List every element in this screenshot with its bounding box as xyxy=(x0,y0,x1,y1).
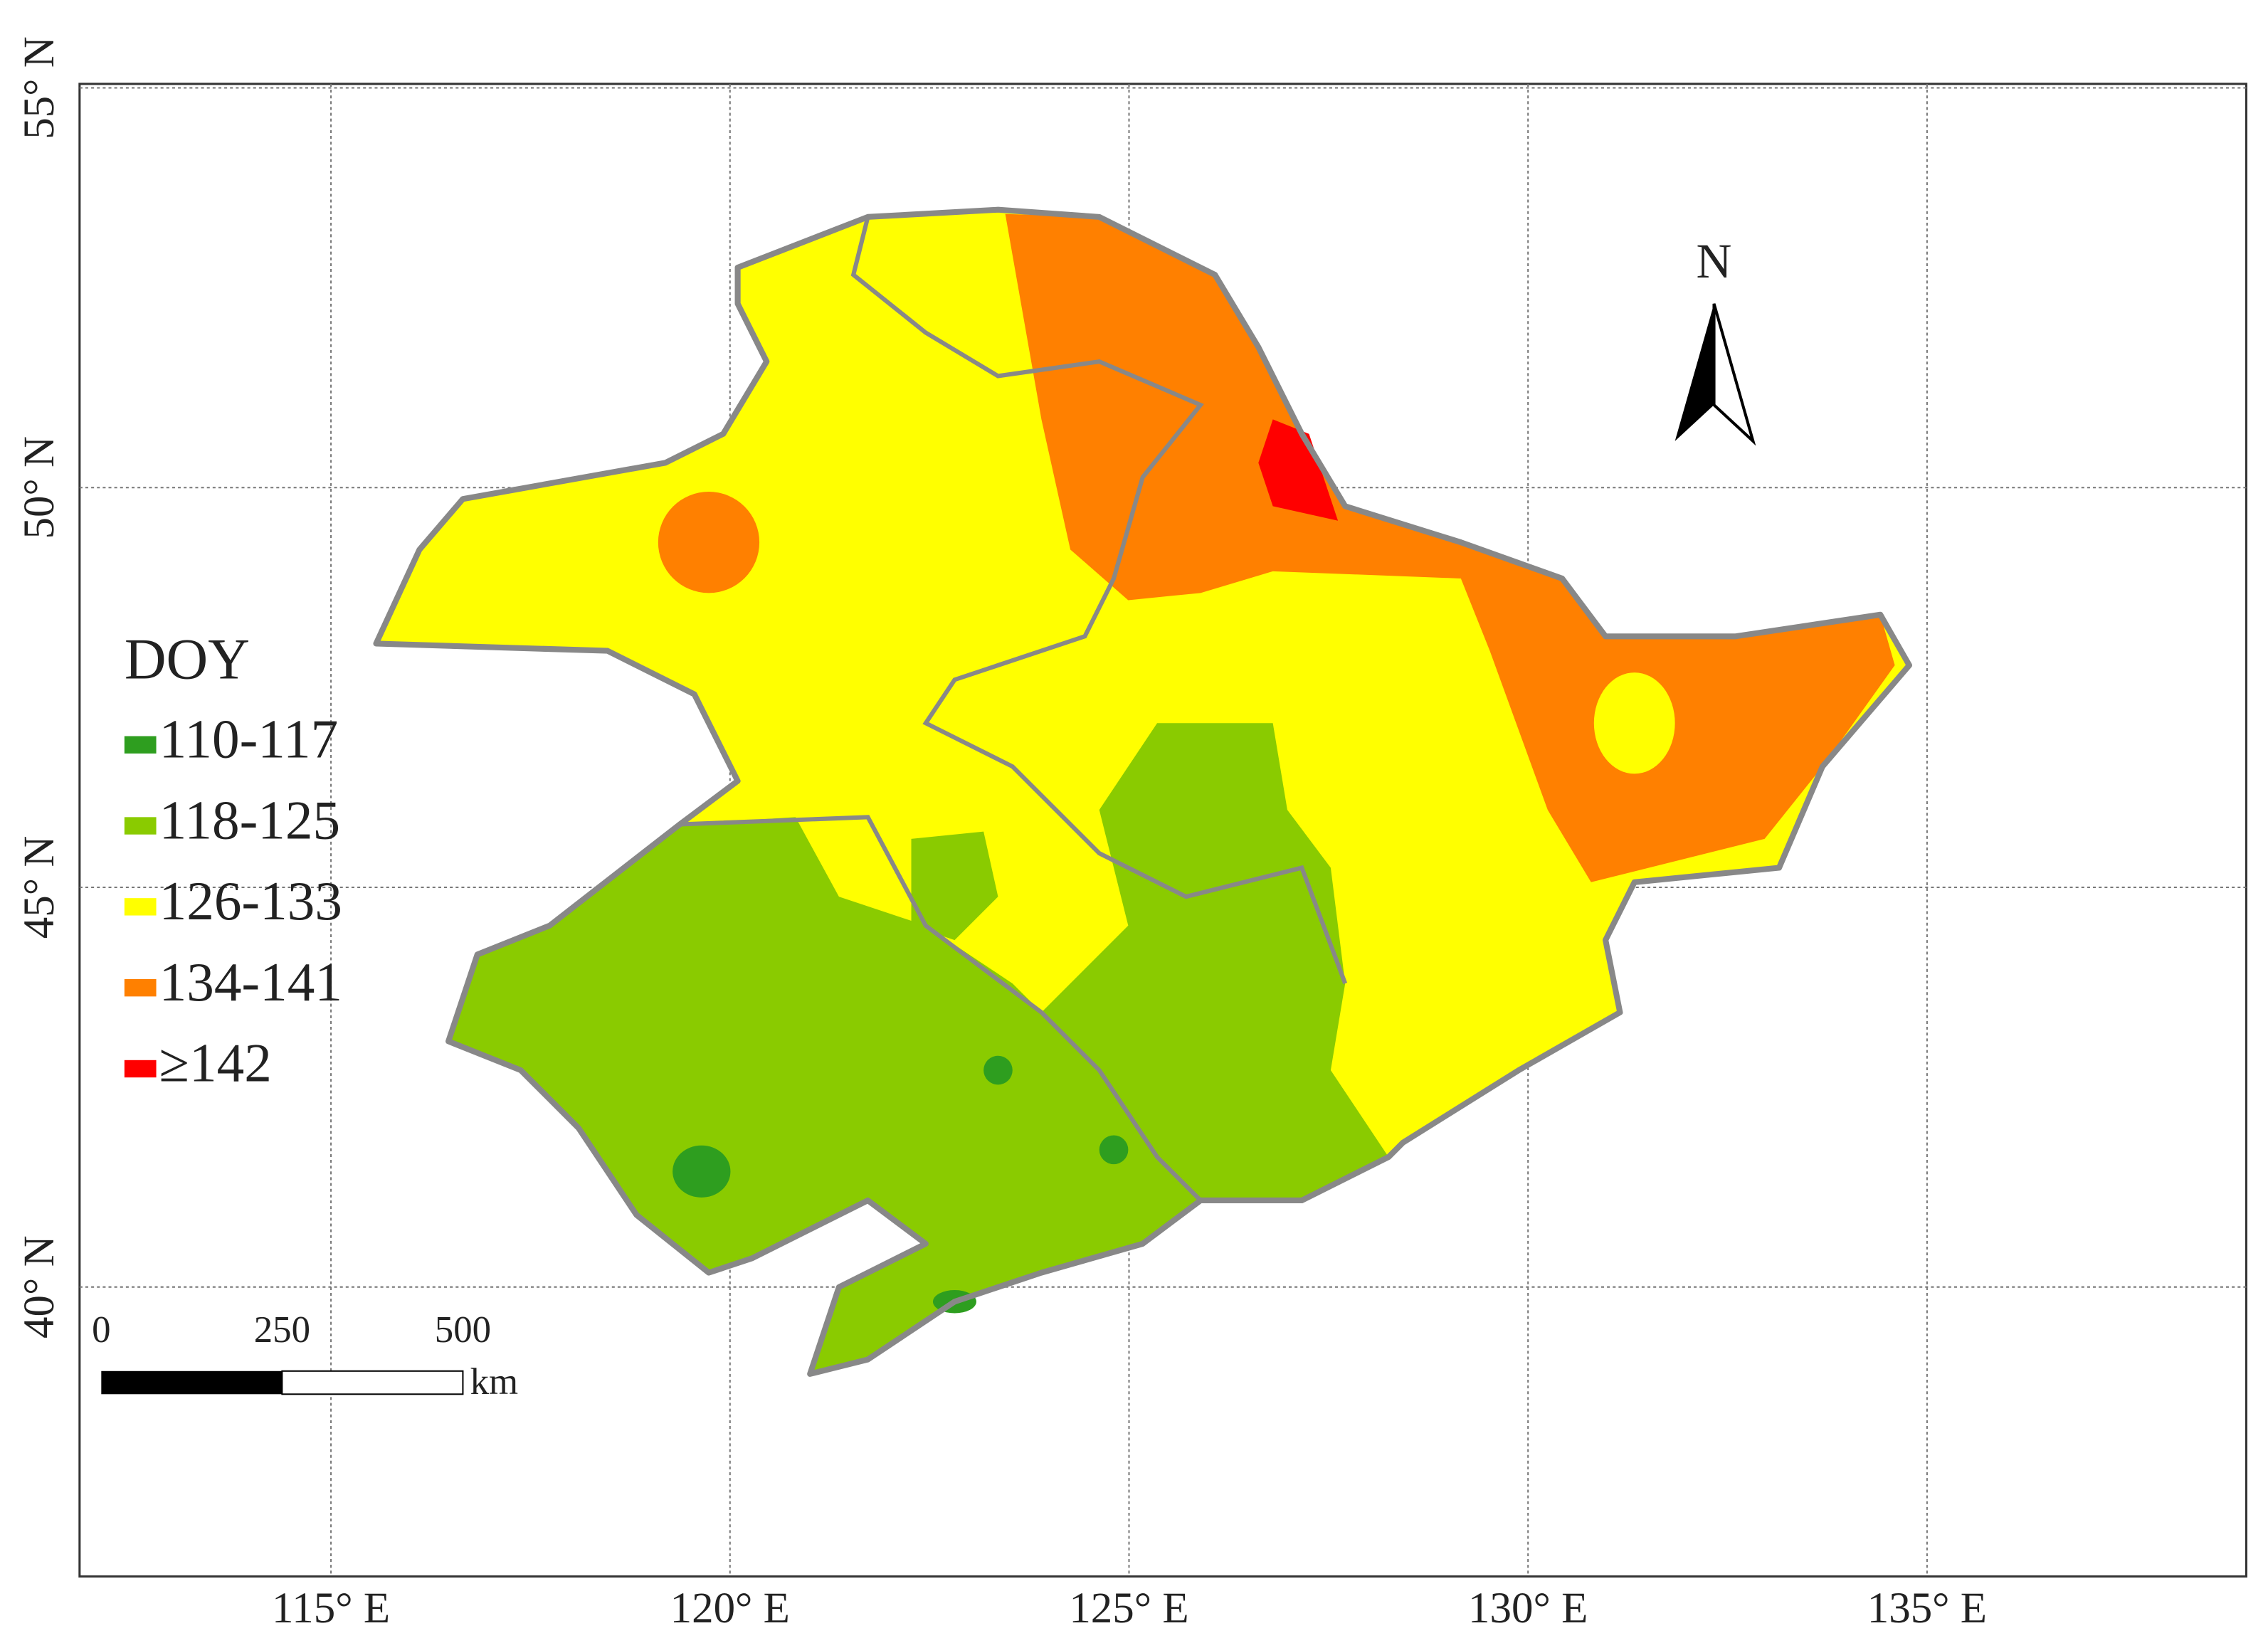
legend-swatch xyxy=(124,817,157,835)
region-142 xyxy=(1258,419,1339,521)
lat-tick-label: 50° N xyxy=(16,436,63,539)
legend-title: DOY xyxy=(125,628,250,692)
lon-tick-label: 125° E xyxy=(1069,1585,1188,1632)
legend-swatch xyxy=(124,978,157,997)
lon-tick-label: 115° E xyxy=(272,1585,390,1632)
scale-label: 0 xyxy=(92,1309,110,1351)
legend-label: 118-125 xyxy=(159,789,341,850)
lat-tick-label: 55° N xyxy=(16,36,63,139)
scale-unit: km xyxy=(470,1361,519,1403)
scale-bar-black xyxy=(101,1370,283,1395)
region-110-117 xyxy=(983,1055,1013,1085)
legend-label: 134-141 xyxy=(159,951,342,1013)
scale-bar-white xyxy=(281,1370,464,1395)
north-label: N xyxy=(1697,233,1732,288)
regions xyxy=(373,206,1912,1377)
scale-bar: 0 250 500 km xyxy=(92,1309,518,1403)
region-134-141 xyxy=(658,492,760,593)
province-border xyxy=(680,815,1203,1203)
region-118-125 xyxy=(911,831,998,941)
scale-label: 500 xyxy=(435,1309,491,1351)
legend-label: 110-117 xyxy=(159,708,339,769)
lon-tick-label: 130° E xyxy=(1468,1585,1588,1632)
legend: DOY 110-117 118-125 126-133 134-141 ≥142 xyxy=(124,628,342,1094)
lon-tick-label: 135° E xyxy=(1867,1585,1987,1632)
region-118-125 xyxy=(448,723,1389,1374)
legend-swatch xyxy=(124,736,157,754)
legend-swatch xyxy=(124,1060,157,1078)
graticule xyxy=(79,83,2247,1577)
lon-tick-label: 120° E xyxy=(670,1585,790,1632)
region-126-133 xyxy=(1593,672,1675,774)
region-110-117 xyxy=(1099,1135,1129,1165)
region-outline xyxy=(373,206,1912,1377)
lat-tick-label: 45° N xyxy=(16,836,63,939)
scale-label: 250 xyxy=(254,1309,310,1351)
legend-label: ≥142 xyxy=(159,1032,272,1094)
lat-tick-label: 40° N xyxy=(16,1235,63,1338)
region-110-117 xyxy=(673,1145,731,1198)
province-border xyxy=(850,216,1348,985)
legend-swatch xyxy=(124,898,157,916)
north-arrow-right xyxy=(1712,303,1756,446)
legend-label: 126-133 xyxy=(159,870,342,931)
